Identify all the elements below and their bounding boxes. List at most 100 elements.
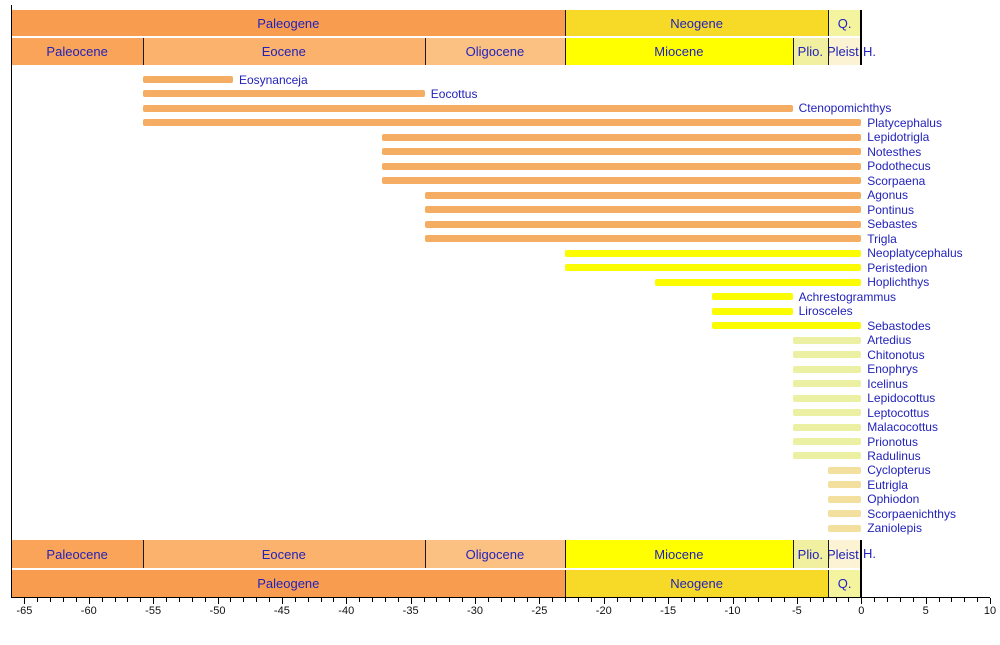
taxon-range-bar [828, 510, 862, 518]
taxon-label: Ctenopomichthys [798, 101, 892, 116]
timescale-cell-label: Neogene [670, 576, 723, 591]
timescale-boundary-line [565, 540, 567, 568]
axis-major-tick [153, 598, 155, 604]
taxon-range-bar [828, 495, 862, 503]
plot-left-border [11, 5, 12, 597]
axis-major-tick [796, 598, 798, 604]
taxon-range-bar [424, 191, 862, 199]
axis-minor-tick [693, 598, 695, 602]
axis-minor-tick [178, 598, 180, 602]
taxon-range-bar [424, 206, 862, 214]
taxon-label: Zaniolepis [867, 521, 922, 536]
axis-minor-tick [513, 598, 515, 602]
timescale-cell-label: Eocene [261, 44, 306, 59]
taxon-range-bar [382, 162, 862, 170]
taxon-label: Eocottus [430, 86, 478, 101]
axis-minor-tick [848, 598, 850, 602]
timescale-cell-pleist: Pleist. [828, 540, 862, 568]
timescale-cell-label: Paleocene [46, 44, 108, 59]
taxon-range-bar [711, 322, 862, 330]
timescale-cell-label: Pleist. [828, 44, 862, 59]
present-day-line-top [860, 10, 862, 65]
axis-tick-label: -65 [16, 605, 33, 617]
timescale-boundary-line [424, 38, 426, 65]
axis-major-tick [217, 598, 219, 604]
timescale-cell-paleogene: Paleogene [11, 570, 566, 597]
axis-tick-label: -60 [80, 605, 97, 617]
axis-minor-tick [243, 598, 245, 602]
taxon-range-bar [565, 249, 862, 257]
holocene-label-top: H. [863, 44, 876, 59]
timescale-boundary-line [828, 570, 830, 597]
timescale-cell-neogene: Neogene [565, 570, 829, 597]
axis-minor-tick [63, 598, 64, 602]
taxon-range-bar [711, 307, 793, 315]
axis-tick-label: -55 [145, 605, 162, 617]
taxon-label: Ophiodon [867, 492, 920, 507]
axis-minor-tick [204, 598, 206, 602]
axis-baseline [11, 597, 990, 598]
timescale-cell-q: Q. [828, 10, 862, 36]
timescale-boundary-line [792, 38, 794, 65]
taxon-range-bar [142, 119, 862, 127]
timescale-cell-eocene: Eocene [142, 540, 425, 568]
timescale-cell-neogene: Neogene [565, 10, 829, 36]
taxon-range-bar [142, 90, 425, 98]
taxon-label: Scorpaena [867, 173, 926, 188]
axis-minor-tick [191, 598, 193, 602]
axis-tick-label: -45 [273, 605, 290, 617]
axis-minor-tick [784, 598, 785, 602]
axis-minor-tick [294, 598, 296, 602]
timescale-cell-oligocene: Oligocene [424, 540, 566, 568]
timescale-boundary-line [828, 540, 830, 568]
axis-minor-tick [256, 598, 258, 602]
axis-minor-tick [616, 598, 618, 602]
timescale-cell-label: Eocene [261, 546, 306, 562]
timescale-cell-paleocene: Paleocene [11, 540, 143, 568]
axis-minor-tick [758, 598, 760, 602]
taxon-range-bar [382, 133, 862, 141]
axis-minor-tick [269, 598, 270, 602]
timescale-boundary-line [142, 38, 144, 65]
axis-minor-tick [320, 598, 322, 602]
axis-major-tick [475, 598, 476, 604]
axis-major-tick [990, 598, 991, 604]
taxon-range-bar [792, 336, 862, 344]
taxon-range-bar [424, 235, 862, 243]
timescale-cell-label: Pleist. [828, 546, 862, 562]
axis-minor-tick [578, 598, 579, 602]
timescale-cell-label: Oligocene [465, 546, 525, 562]
timescale-boundary-line [792, 540, 794, 568]
axis-tick-label: -25 [531, 605, 548, 617]
taxon-label: Lepidocottus [867, 391, 936, 406]
taxon-range-bar [792, 380, 862, 388]
axis-minor-tick [977, 598, 979, 602]
axis-minor-tick [307, 598, 309, 602]
axis-tick-label: -20 [595, 605, 612, 617]
timescale-cell-label: Q. [837, 15, 852, 31]
axis-major-tick [88, 598, 90, 604]
taxon-range-bar [382, 177, 862, 185]
axis-tick-label: 5 [922, 605, 929, 617]
timescale-boundary-line [424, 540, 426, 568]
taxon-label: Hoplichthys [867, 275, 930, 290]
timescale-boundary-line [828, 10, 830, 36]
axis-tick-label: -5 [791, 605, 802, 617]
taxon-label: Cyclopterus [867, 463, 931, 478]
taxon-label: Lepidotrigla [867, 130, 930, 145]
taxon-label: Agonus [867, 188, 908, 203]
taxon-label: Chitonotus [867, 347, 925, 362]
axis-minor-tick [166, 598, 167, 602]
taxon-range-bar [792, 409, 862, 417]
timescale-cell-plio: Plio. [792, 540, 829, 568]
taxon-label: Sebastodes [867, 318, 931, 333]
axis-minor-tick [526, 598, 528, 602]
taxon-label: Eosynanceja [238, 72, 308, 87]
axis-minor-tick [500, 598, 502, 602]
taxon-label: Pontinus [867, 202, 914, 217]
taxon-range-bar [792, 394, 862, 402]
timescale-boundary-line [565, 10, 567, 36]
axis-minor-tick [938, 598, 940, 602]
axis-minor-tick [912, 598, 914, 602]
